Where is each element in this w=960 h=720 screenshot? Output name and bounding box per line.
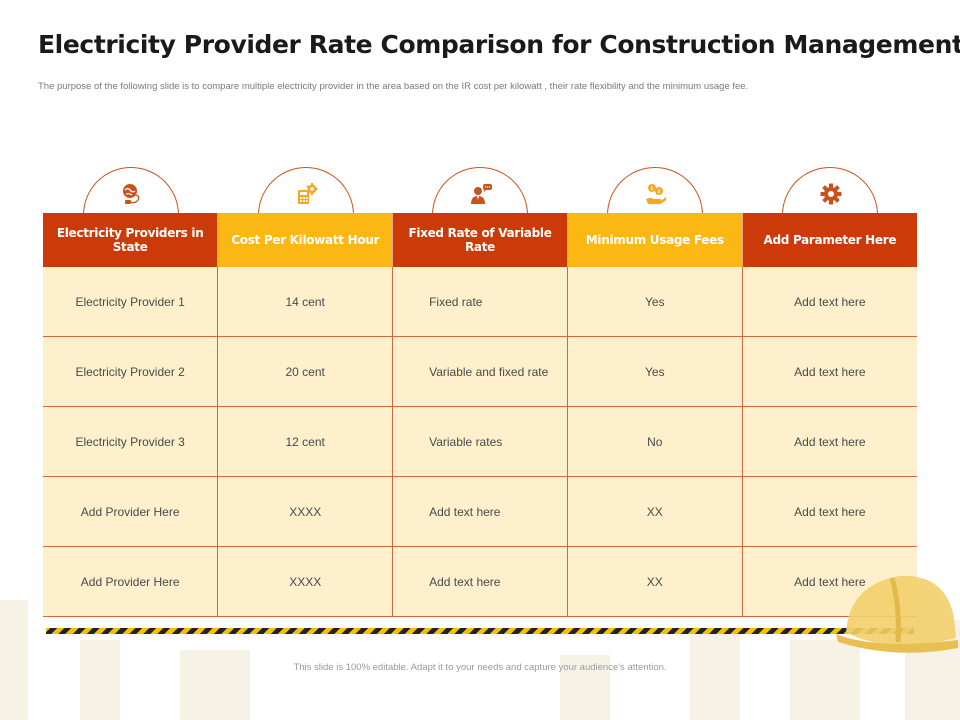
table-cell: Electricity Provider 2	[43, 336, 219, 407]
table-cell: Add text here	[742, 267, 917, 337]
table-cell: 14 cent	[217, 267, 394, 337]
table-cell: Add text here	[742, 406, 917, 477]
table-cell: Variable and fixed rate	[392, 336, 568, 407]
svg-text:$: $	[657, 189, 660, 195]
gear-icon	[820, 183, 842, 205]
table-row: Add Provider Here XXXX Add text here XX …	[43, 476, 917, 547]
column-5-arc-badge	[782, 167, 878, 215]
table-cell: Add text here	[392, 476, 568, 547]
table-cell: Add text here	[742, 476, 917, 547]
table-cell: No	[567, 406, 743, 477]
table-cell: XX	[567, 476, 743, 547]
table-cell: XXXX	[217, 546, 394, 617]
table-row: Add Provider Here XXXX Add text here XX …	[43, 546, 917, 617]
globe-plug-icon	[123, 184, 140, 204]
header-cost-per-kwh: Cost Per Kilowatt Hour	[217, 213, 394, 267]
hand-coins-icon: $ $	[646, 184, 667, 204]
header-providers: Electricity Providers in State	[43, 213, 219, 267]
column-1-arc-badge	[83, 167, 179, 215]
table-row: Electricity Provider 1 14 cent Fixed rat…	[43, 267, 917, 337]
table-row: Electricity Provider 3 12 cent Variable …	[43, 406, 917, 477]
table-cell: Add Provider Here	[43, 546, 219, 617]
header-add-parameter: Add Parameter Here	[742, 213, 917, 267]
header-rate-type: Fixed Rate of Variable Rate	[392, 213, 568, 267]
page-title: Electricity Provider Rate Comparison for…	[38, 30, 960, 59]
table-cell: 12 cent	[217, 406, 394, 477]
header-minimum-usage-fees: Minimum Usage Fees	[567, 213, 743, 267]
table-cell: Electricity Provider 1	[43, 267, 219, 337]
svg-text:$: $	[650, 186, 653, 192]
footer-note: This slide is 100% editable. Adapt it to…	[293, 662, 667, 673]
table-row: Electricity Provider 2 20 cent Variable …	[43, 336, 917, 407]
comparison-table: Electricity Providers in State Cost Per …	[43, 213, 917, 617]
table-cell: Add Provider Here	[43, 476, 219, 547]
table-header-row: Electricity Providers in State Cost Per …	[43, 213, 917, 267]
table-cell: Add text here	[742, 336, 917, 407]
hard-hat-icon	[836, 575, 958, 653]
table-cell: Add text here	[392, 546, 568, 617]
table-cell: XX	[567, 546, 743, 617]
page-subtitle: The purpose of the following slide is to…	[38, 81, 749, 92]
table-cell: Yes	[567, 267, 743, 337]
table-cell: Fixed rate	[392, 267, 568, 337]
table-cell: Variable rates	[392, 406, 568, 477]
column-2-arc-badge	[258, 167, 354, 215]
table-cell: 20 cent	[217, 336, 394, 407]
table-cell: Electricity Provider 3	[43, 406, 219, 477]
column-4-arc-badge: $ $	[607, 167, 703, 215]
person-chat-icon	[471, 184, 492, 204]
calculator-gear-icon	[298, 183, 318, 204]
hazard-stripe-divider	[46, 628, 914, 634]
table-cell: XXXX	[217, 476, 394, 547]
column-3-arc-badge	[432, 167, 528, 215]
table-cell: Yes	[567, 336, 743, 407]
